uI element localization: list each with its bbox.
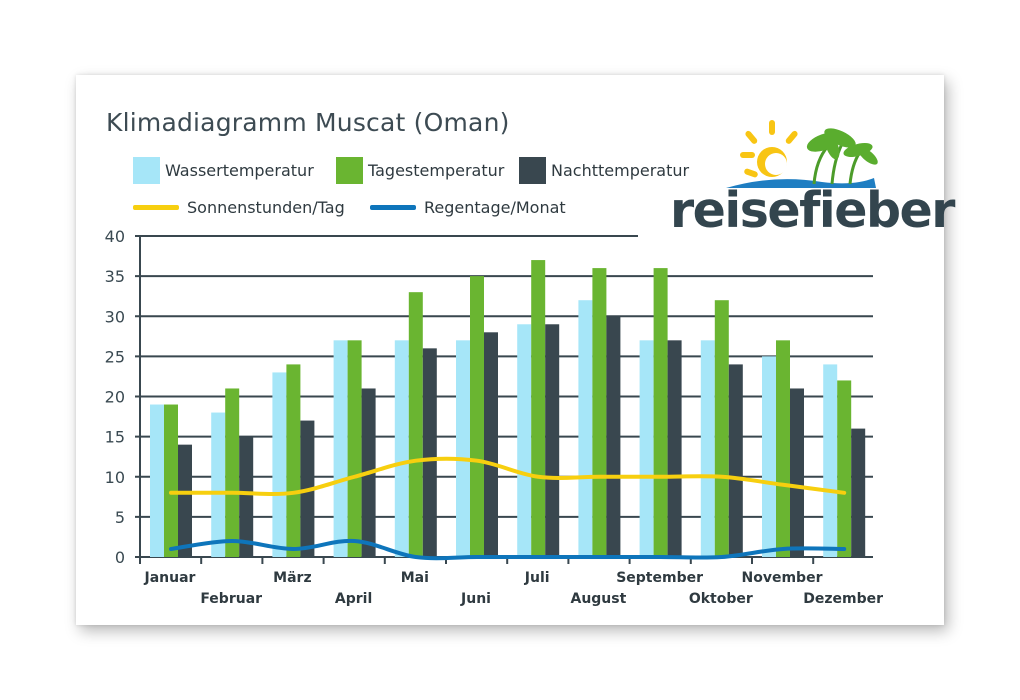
bar-tagestemperatur-11 bbox=[837, 380, 852, 557]
bar-wassertemperatur-8 bbox=[639, 340, 654, 557]
bar-tagestemperatur-6 bbox=[531, 260, 546, 557]
bar-tagestemperatur-2 bbox=[286, 364, 301, 557]
bar-tagestemperatur-1 bbox=[225, 388, 240, 557]
bar-wassertemperatur-7 bbox=[578, 300, 593, 557]
legend-swatch-tagestemperatur bbox=[336, 157, 363, 184]
bar-tagestemperatur-8 bbox=[653, 268, 668, 557]
y-tick-label: 0 bbox=[115, 548, 125, 567]
x-tick-label: Mai bbox=[401, 570, 429, 586]
logo-graphic-icon bbox=[726, 120, 878, 188]
x-tick-label: September bbox=[616, 570, 703, 586]
y-tick-label: 15 bbox=[105, 428, 125, 447]
x-tick-label: Februar bbox=[200, 591, 262, 607]
x-tick-label: Dezember bbox=[803, 591, 883, 607]
logo-text: reisefieber bbox=[670, 182, 955, 239]
y-tick-label: 5 bbox=[115, 508, 125, 527]
y-tick-label: 25 bbox=[105, 347, 125, 366]
bar-nachttemperatur-1 bbox=[239, 436, 254, 557]
bar-wassertemperatur-5 bbox=[456, 340, 470, 557]
x-tick-label: November bbox=[742, 570, 823, 586]
bar-nachttemperatur-9 bbox=[728, 364, 743, 557]
bar-nachttemperatur-5 bbox=[484, 332, 498, 557]
bar-nachttemperatur-7 bbox=[606, 316, 621, 557]
y-tick-label: 40 bbox=[105, 227, 125, 246]
bar-wassertemperatur-10 bbox=[762, 356, 776, 557]
x-tick-label: Juni bbox=[460, 591, 491, 607]
legend-label-nachttemperatur: Nachttemperatur bbox=[551, 161, 690, 180]
bar-tagestemperatur-7 bbox=[592, 268, 607, 557]
x-tick-label: März bbox=[273, 570, 311, 586]
bar-nachttemperatur-6 bbox=[545, 324, 560, 557]
bar-wassertemperatur-1 bbox=[211, 412, 226, 557]
y-tick-label: 30 bbox=[105, 307, 125, 326]
bar-nachttemperatur-8 bbox=[667, 340, 682, 557]
bar-tagestemperatur-4 bbox=[408, 292, 423, 557]
bar-wassertemperatur-2 bbox=[272, 372, 287, 557]
x-tick-label: Oktober bbox=[689, 591, 753, 607]
bar-tagestemperatur-10 bbox=[776, 340, 790, 557]
bar-wassertemperatur-4 bbox=[394, 340, 409, 557]
bar-nachttemperatur-10 bbox=[790, 388, 804, 557]
bar-wassertemperatur-9 bbox=[700, 340, 715, 557]
x-tick-label: Juli bbox=[524, 570, 550, 586]
bar-tagestemperatur-3 bbox=[347, 340, 362, 557]
y-tick-label: 20 bbox=[105, 388, 125, 407]
legend-swatch-wassertemperatur bbox=[133, 157, 160, 184]
x-tick-label: August bbox=[570, 591, 626, 607]
y-tick-label: 10 bbox=[105, 468, 125, 487]
legend-label-tagestemperatur: Tagestemperatur bbox=[368, 161, 505, 180]
legend-line-sonnenstunden bbox=[133, 205, 179, 210]
x-tick-label: Januar bbox=[144, 570, 196, 586]
bar-nachttemperatur-0 bbox=[178, 444, 192, 557]
line-sonnenstunden-tag bbox=[169, 456, 847, 496]
bar-wassertemperatur-0 bbox=[150, 404, 164, 557]
legend-label-sonnenstunden: Sonnenstunden/Tag bbox=[187, 198, 345, 217]
x-tick-label: April bbox=[335, 591, 372, 607]
line-regentage-monat bbox=[169, 538, 847, 561]
bar-wassertemperatur-6 bbox=[517, 324, 532, 557]
bar-wassertemperatur-11 bbox=[823, 364, 838, 557]
legend-swatch-nachttemperatur bbox=[519, 157, 546, 184]
bar-nachttemperatur-11 bbox=[851, 428, 866, 557]
bar-tagestemperatur-5 bbox=[470, 276, 484, 557]
bar-nachttemperatur-4 bbox=[422, 348, 437, 557]
bar-tagestemperatur-0 bbox=[164, 404, 178, 557]
chart-title: Klimadiagramm Muscat (Oman) bbox=[106, 108, 510, 137]
bar-tagestemperatur-9 bbox=[714, 300, 729, 557]
legend-line-regentage bbox=[370, 205, 416, 210]
bar-wassertemperatur-3 bbox=[333, 340, 348, 557]
legend-label-wassertemperatur: Wassertemperatur bbox=[165, 161, 314, 180]
legend-label-regentage: Regentage/Monat bbox=[424, 198, 566, 217]
reisefieber-logo: reisefieber bbox=[664, 116, 955, 242]
y-tick-label: 35 bbox=[105, 267, 125, 286]
